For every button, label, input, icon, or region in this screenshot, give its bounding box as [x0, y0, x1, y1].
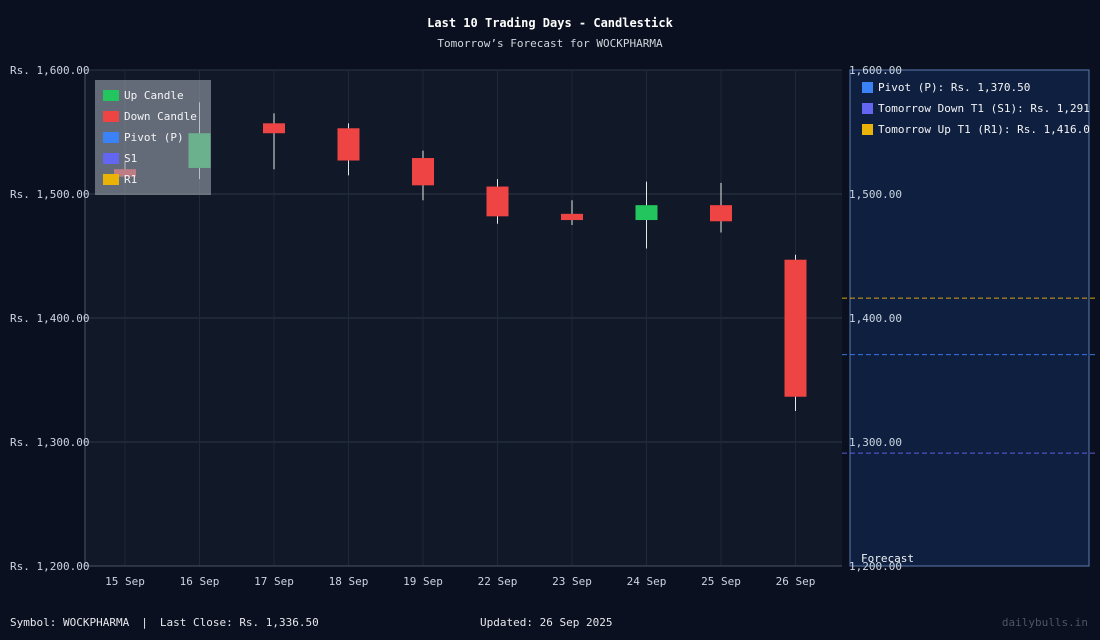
legend-swatch [103, 90, 119, 101]
x-tick-label: 17 Sep [254, 575, 294, 588]
legend-label: S1 [124, 152, 137, 165]
x-tick-label: 26 Sep [776, 575, 816, 588]
right-tick-label: 1,300.00 [849, 436, 902, 449]
forecast-swatch-r1 [862, 124, 873, 135]
x-tick-label: 16 Sep [180, 575, 220, 588]
forecast-level-label-r1: Tomorrow Up T1 (R1): Rs. 1,416.0 [878, 123, 1090, 136]
legend-label: Up Candle [124, 89, 184, 102]
candle-body [412, 158, 434, 186]
candle-body [561, 213, 583, 221]
footer-separator: | [141, 616, 148, 629]
candle-body [710, 205, 732, 222]
legend-swatch [103, 111, 119, 122]
forecast-swatch-s1 [862, 103, 873, 114]
x-tick-label: 22 Sep [478, 575, 518, 588]
forecast-level-label-pivot: Pivot (P): Rs. 1,370.50 [878, 81, 1030, 94]
x-tick-label: 19 Sep [403, 575, 443, 588]
legend-label: R1 [124, 173, 137, 186]
right-tick-label: 1,600.00 [849, 64, 902, 77]
legend-swatch [103, 153, 119, 164]
chart-title: Last 10 Trading Days - Candlestick [427, 16, 673, 30]
forecast-panel [849, 69, 1090, 567]
footer-symbol-info: Symbol: WOCKPHARMA | Last Close: Rs. 1,336… [10, 616, 319, 629]
candle-body [784, 259, 807, 397]
footer-symbol: Symbol: WOCKPHARMA [10, 616, 130, 629]
candle-body [486, 186, 509, 217]
forecast-label: Forecast [861, 552, 914, 565]
legend-label: Pivot (P) [124, 131, 184, 144]
right-tick-label: 1,200.00 [849, 560, 902, 573]
x-tick-label: 24 Sep [627, 575, 667, 588]
y-tick-label: Rs. 1,300.00 [10, 436, 89, 449]
candle-body [337, 128, 360, 161]
legend-swatch [103, 174, 119, 185]
chart-subtitle: Tomorrow’s Forecast for WOCKPHARMA [437, 37, 663, 50]
footer-brand: dailybulls.in [1001, 616, 1088, 629]
candle-body [263, 123, 285, 134]
forecast-swatch-pivot [862, 82, 873, 93]
forecast-level-label-s1: Tomorrow Down T1 (S1): Rs. 1,291 [878, 102, 1090, 115]
x-tick-label: 25 Sep [701, 575, 741, 588]
y-tick-label: Rs. 1,200.00 [10, 560, 89, 573]
y-tick-label: Rs. 1,400.00 [10, 312, 89, 325]
candlestick-chart: Last 10 Trading Days - Candlestick Tomor… [10, 16, 1096, 588]
x-tick-label: 18 Sep [329, 575, 369, 588]
x-tick-label: 23 Sep [552, 575, 592, 588]
right-tick-label: 1,400.00 [849, 312, 902, 325]
footer-updated: Updated: 26 Sep 2025 [480, 616, 613, 629]
right-tick-label: 1,500.00 [849, 188, 902, 201]
candle-body [635, 205, 658, 221]
x-tick-label: 15 Sep [105, 575, 145, 588]
footer-last-close: Last Close: Rs. 1,336.50 [159, 616, 319, 629]
y-tick-label: Rs. 1,600.00 [10, 64, 89, 77]
y-tick-label: Rs. 1,500.00 [10, 188, 89, 201]
legend-swatch [103, 132, 119, 143]
legend-label: Down Candle [124, 110, 197, 123]
